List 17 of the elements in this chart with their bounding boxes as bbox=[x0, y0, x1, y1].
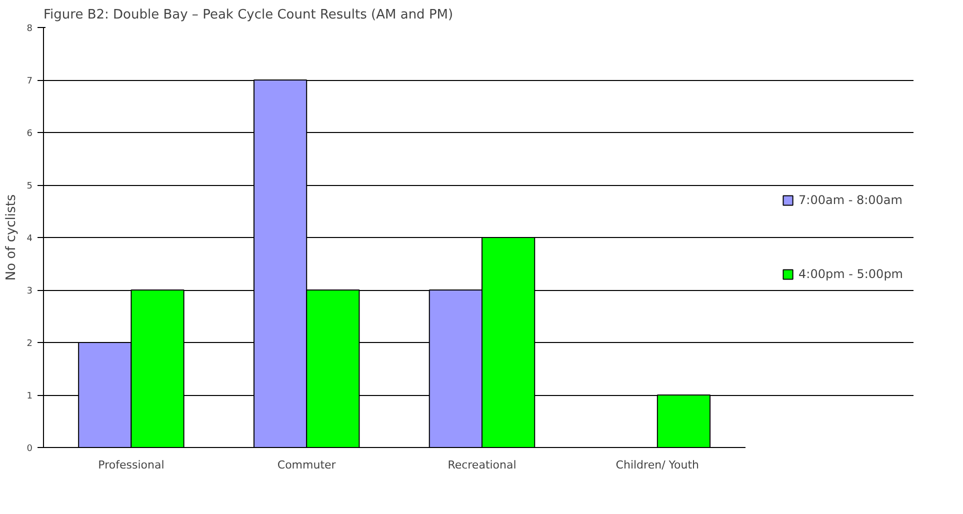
legend-label: 7:00am - 8:00am bbox=[798, 193, 902, 207]
y-tick-label: 2 bbox=[26, 339, 33, 349]
x-tick-label: Commuter bbox=[277, 458, 336, 472]
x-tick-label: Children/ Youth bbox=[616, 458, 700, 472]
x-tick-label: Recreational bbox=[448, 458, 516, 472]
y-tick-label: 8 bbox=[26, 24, 33, 34]
legend-label: 4:00pm - 5:00pm bbox=[798, 267, 903, 281]
x-tick-label: Professional bbox=[98, 458, 164, 472]
y-tick-label: 5 bbox=[26, 182, 33, 192]
y-tick-label: 6 bbox=[26, 129, 33, 139]
y-tick-label: 3 bbox=[26, 286, 33, 296]
y-tick-label: 4 bbox=[26, 234, 33, 244]
y-tick-label: 1 bbox=[26, 392, 33, 402]
y-tick-label: 7 bbox=[26, 76, 33, 86]
y-tick-label: 0 bbox=[26, 444, 33, 454]
y-axis-title: No of cyclists bbox=[4, 194, 19, 281]
chart-title: Figure B2: Double Bay – Peak Cycle Count Results (AM and PM) bbox=[44, 8, 454, 22]
